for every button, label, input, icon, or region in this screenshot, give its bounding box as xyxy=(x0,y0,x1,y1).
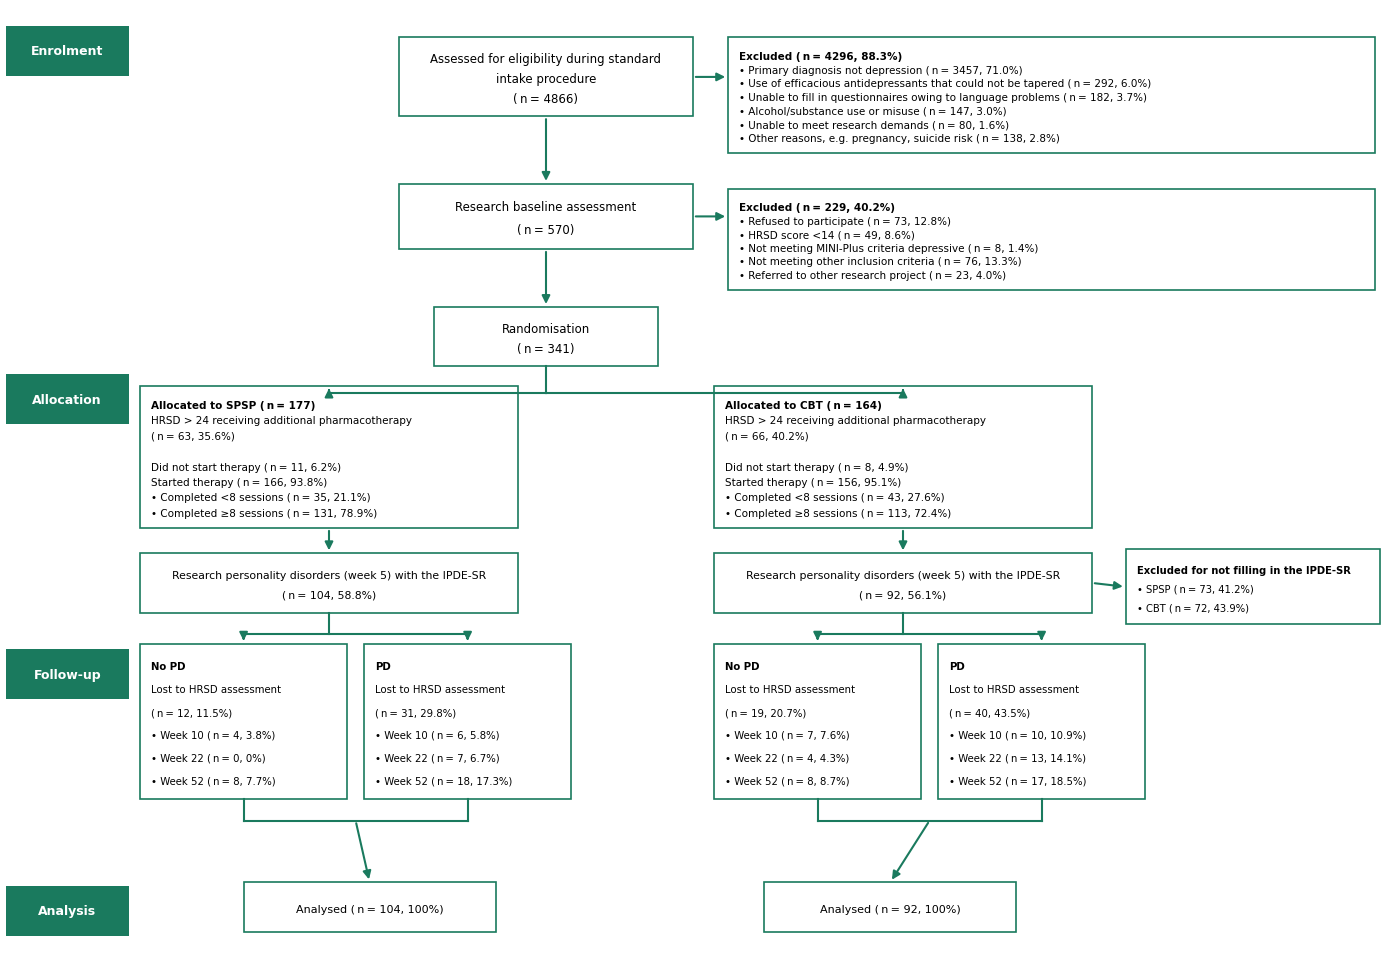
Text: HRSD > 24 receiving additional pharmacotherapy: HRSD > 24 receiving additional pharmacot… xyxy=(151,416,412,426)
Text: ( n = 31, 29.8%): ( n = 31, 29.8%) xyxy=(375,707,456,717)
Text: PD: PD xyxy=(375,662,391,672)
Text: Enrolment: Enrolment xyxy=(31,45,104,59)
FancyBboxPatch shape xyxy=(6,886,129,936)
Text: Lost to HRSD assessment: Lost to HRSD assessment xyxy=(725,684,855,695)
Text: PD: PD xyxy=(949,662,965,672)
Text: Did not start therapy ( n = 8, 4.9%): Did not start therapy ( n = 8, 4.9%) xyxy=(725,462,909,472)
Text: • Week 22 ( n = 7, 6.7%): • Week 22 ( n = 7, 6.7%) xyxy=(375,752,500,763)
Text: • Week 52 ( n = 17, 18.5%): • Week 52 ( n = 17, 18.5%) xyxy=(949,776,1086,785)
Text: ( n = 570): ( n = 570) xyxy=(518,224,574,237)
FancyBboxPatch shape xyxy=(714,644,921,800)
Text: Started therapy ( n = 156, 95.1%): Started therapy ( n = 156, 95.1%) xyxy=(725,478,902,487)
FancyBboxPatch shape xyxy=(244,882,496,932)
Text: Allocated to CBT ( n = 164): Allocated to CBT ( n = 164) xyxy=(725,401,882,410)
Text: • Completed <8 sessions ( n = 43, 27.6%): • Completed <8 sessions ( n = 43, 27.6%) xyxy=(725,493,945,503)
Text: • Week 52 ( n = 8, 8.7%): • Week 52 ( n = 8, 8.7%) xyxy=(725,776,850,785)
Text: ( n = 66, 40.2%): ( n = 66, 40.2%) xyxy=(725,431,809,441)
Text: ( n = 341): ( n = 341) xyxy=(517,343,575,356)
Text: • Week 22 ( n = 13, 14.1%): • Week 22 ( n = 13, 14.1%) xyxy=(949,752,1086,763)
Text: • Week 22 ( n = 4, 4.3%): • Week 22 ( n = 4, 4.3%) xyxy=(725,752,850,763)
Text: Follow-up: Follow-up xyxy=(34,668,101,681)
Text: ( n = 40, 43.5%): ( n = 40, 43.5%) xyxy=(949,707,1030,717)
Text: • Week 10 ( n = 6, 5.8%): • Week 10 ( n = 6, 5.8%) xyxy=(375,730,500,740)
Text: Analysed ( n = 92, 100%): Analysed ( n = 92, 100%) xyxy=(820,904,960,914)
Text: • Unable to fill in questionnaires owing to language problems ( n = 182, 3.7%): • Unable to fill in questionnaires owing… xyxy=(739,93,1147,103)
Text: Allocation: Allocation xyxy=(32,393,102,407)
Text: Research personality disorders (week 5) with the IPDE-SR: Research personality disorders (week 5) … xyxy=(746,570,1060,580)
FancyBboxPatch shape xyxy=(714,386,1092,529)
Text: • Week 10 ( n = 4, 3.8%): • Week 10 ( n = 4, 3.8%) xyxy=(151,730,276,740)
Text: No PD: No PD xyxy=(725,662,760,672)
Text: • Primary diagnosis not depression ( n = 3457, 71.0%): • Primary diagnosis not depression ( n =… xyxy=(739,65,1023,76)
Text: ( n = 92, 56.1%): ( n = 92, 56.1%) xyxy=(860,590,946,601)
FancyBboxPatch shape xyxy=(938,644,1145,800)
Text: HRSD > 24 receiving additional pharmacotherapy: HRSD > 24 receiving additional pharmacot… xyxy=(725,416,986,426)
FancyBboxPatch shape xyxy=(6,650,129,700)
Text: • Completed ≥8 sessions ( n = 131, 78.9%): • Completed ≥8 sessions ( n = 131, 78.9%… xyxy=(151,508,378,518)
Text: Allocated to SPSP ( n = 177): Allocated to SPSP ( n = 177) xyxy=(151,401,315,410)
Text: • Alcohol/substance use or misuse ( n = 147, 3.0%): • Alcohol/substance use or misuse ( n = … xyxy=(739,107,1007,116)
Text: • Completed <8 sessions ( n = 35, 21.1%): • Completed <8 sessions ( n = 35, 21.1%) xyxy=(151,493,371,503)
Text: • Week 10 ( n = 7, 7.6%): • Week 10 ( n = 7, 7.6%) xyxy=(725,730,850,740)
FancyBboxPatch shape xyxy=(728,38,1375,154)
Text: • Refused to participate ( n = 73, 12.8%): • Refused to participate ( n = 73, 12.8%… xyxy=(739,216,951,226)
Text: Assessed for eligibility during standard: Assessed for eligibility during standard xyxy=(430,54,661,66)
Text: • Referred to other research project ( n = 23, 4.0%): • Referred to other research project ( n… xyxy=(739,271,1007,281)
FancyBboxPatch shape xyxy=(434,308,658,367)
Text: ( n = 104, 58.8%): ( n = 104, 58.8%) xyxy=(281,590,377,601)
FancyBboxPatch shape xyxy=(399,38,693,117)
Text: • Completed ≥8 sessions ( n = 113, 72.4%): • Completed ≥8 sessions ( n = 113, 72.4%… xyxy=(725,508,952,518)
FancyBboxPatch shape xyxy=(399,185,693,250)
Text: Did not start therapy ( n = 11, 6.2%): Did not start therapy ( n = 11, 6.2%) xyxy=(151,462,342,472)
Text: • CBT ( n = 72, 43.9%): • CBT ( n = 72, 43.9%) xyxy=(1137,603,1249,613)
FancyBboxPatch shape xyxy=(728,189,1375,290)
Text: • Unable to meet research demands ( n = 80, 1.6%): • Unable to meet research demands ( n = … xyxy=(739,120,1009,131)
Text: ( n = 63, 35.6%): ( n = 63, 35.6%) xyxy=(151,431,235,441)
Text: Analysis: Analysis xyxy=(38,904,97,918)
FancyBboxPatch shape xyxy=(140,386,518,529)
Text: • Week 10 ( n = 10, 10.9%): • Week 10 ( n = 10, 10.9%) xyxy=(949,730,1086,740)
Text: ( n = 19, 20.7%): ( n = 19, 20.7%) xyxy=(725,707,806,717)
FancyBboxPatch shape xyxy=(140,644,347,800)
Text: Randomisation: Randomisation xyxy=(501,323,591,335)
Text: Excluded for not filling in the IPDE-SR: Excluded for not filling in the IPDE-SR xyxy=(1137,565,1351,576)
Text: • Week 22 ( n = 0, 0%): • Week 22 ( n = 0, 0%) xyxy=(151,752,266,763)
Text: • HRSD score <14 ( n = 49, 8.6%): • HRSD score <14 ( n = 49, 8.6%) xyxy=(739,230,916,240)
Text: intake procedure: intake procedure xyxy=(496,73,596,86)
FancyBboxPatch shape xyxy=(140,554,518,613)
Text: Research baseline assessment: Research baseline assessment xyxy=(455,201,637,214)
Text: Lost to HRSD assessment: Lost to HRSD assessment xyxy=(375,684,505,695)
Text: ( n = 4866): ( n = 4866) xyxy=(514,93,578,106)
Text: Excluded ( n = 4296, 88.3%): Excluded ( n = 4296, 88.3%) xyxy=(739,52,903,62)
Text: Lost to HRSD assessment: Lost to HRSD assessment xyxy=(151,684,281,695)
Text: • Not meeting MINI-Plus criteria depressive ( n = 8, 1.4%): • Not meeting MINI-Plus criteria depress… xyxy=(739,243,1039,254)
Text: Research personality disorders (week 5) with the IPDE-SR: Research personality disorders (week 5) … xyxy=(172,570,486,580)
Text: Lost to HRSD assessment: Lost to HRSD assessment xyxy=(949,684,1079,695)
Text: • Other reasons, e.g. pregnancy, suicide risk ( n = 138, 2.8%): • Other reasons, e.g. pregnancy, suicide… xyxy=(739,135,1060,144)
Text: Started therapy ( n = 166, 93.8%): Started therapy ( n = 166, 93.8%) xyxy=(151,478,328,487)
FancyBboxPatch shape xyxy=(1126,550,1380,625)
FancyBboxPatch shape xyxy=(714,554,1092,613)
Text: No PD: No PD xyxy=(151,662,186,672)
Text: • Week 52 ( n = 18, 17.3%): • Week 52 ( n = 18, 17.3%) xyxy=(375,776,512,785)
FancyBboxPatch shape xyxy=(764,882,1016,932)
Text: Analysed ( n = 104, 100%): Analysed ( n = 104, 100%) xyxy=(295,904,444,914)
Text: • Week 52 ( n = 8, 7.7%): • Week 52 ( n = 8, 7.7%) xyxy=(151,776,276,785)
FancyBboxPatch shape xyxy=(364,644,571,800)
Text: • Use of efficacious antidepressants that could not be tapered ( n = 292, 6.0%): • Use of efficacious antidepressants tha… xyxy=(739,80,1151,89)
FancyBboxPatch shape xyxy=(6,27,129,77)
Text: Excluded ( n = 229, 40.2%): Excluded ( n = 229, 40.2%) xyxy=(739,203,895,212)
Text: ( n = 12, 11.5%): ( n = 12, 11.5%) xyxy=(151,707,232,717)
FancyBboxPatch shape xyxy=(6,375,129,425)
Text: • SPSP ( n = 73, 41.2%): • SPSP ( n = 73, 41.2%) xyxy=(1137,584,1253,594)
Text: • Not meeting other inclusion criteria ( n = 76, 13.3%): • Not meeting other inclusion criteria (… xyxy=(739,258,1022,267)
